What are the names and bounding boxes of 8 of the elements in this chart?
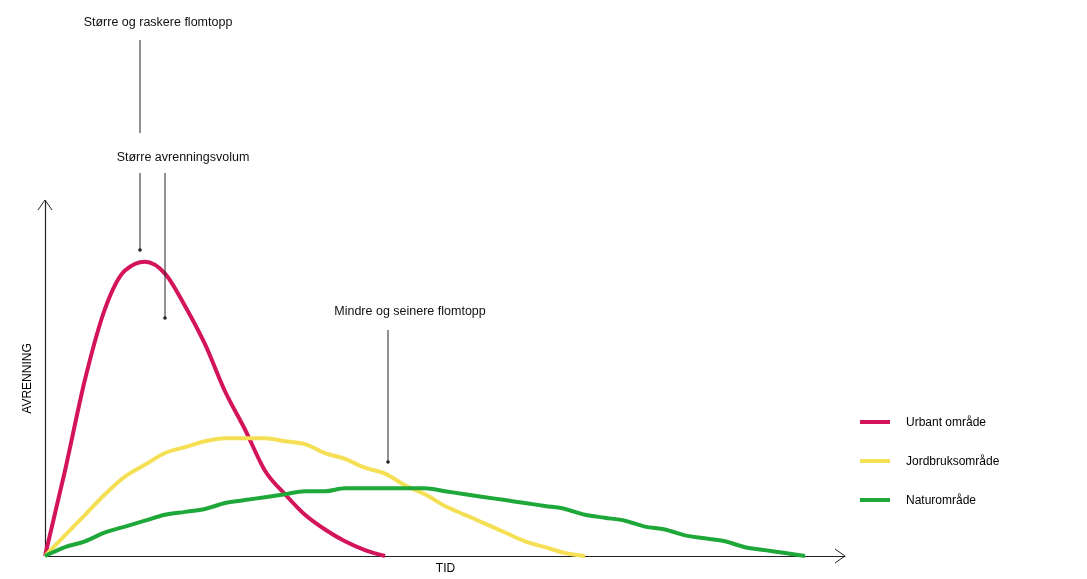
legend-label: Naturområde [906, 493, 977, 507]
annotation: Mindre og seinere flomtopp [334, 304, 486, 318]
text: Større og raskere flomtopp [83, 15, 233, 29]
legend-label: Urbant område [906, 415, 987, 429]
y-axis-title: AVRENNING [19, 343, 34, 414]
x-axis-title: TID [435, 560, 456, 575]
legend-label: Jordbruksområde [906, 454, 1000, 468]
text: Større avrenningsvolum [116, 150, 250, 164]
